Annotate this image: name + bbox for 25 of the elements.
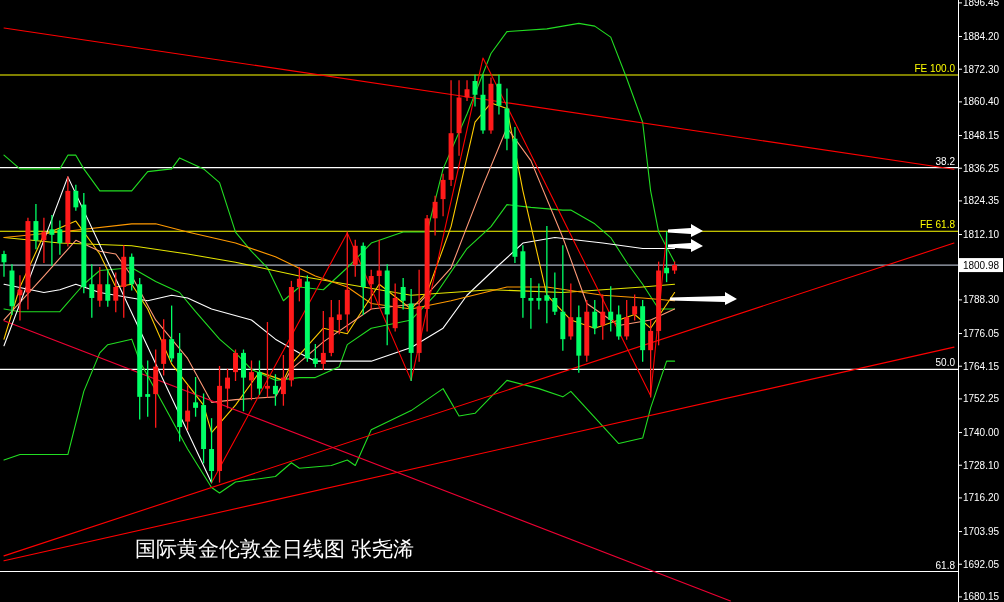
y-tick-label: 1776.05	[962, 328, 1000, 340]
y-tick-label: 1884.20	[962, 31, 1000, 43]
y-tick-label: 1872.30	[962, 63, 1000, 75]
annotation: 50.0	[935, 357, 956, 369]
y-tick-label: 1800.98	[962, 259, 1000, 271]
y-tick-label: 1703.95	[962, 526, 1000, 538]
y-tick-label: 1764.15	[962, 360, 1000, 372]
y-tick-label: 1716.20	[962, 492, 1000, 504]
y-tick-label: 1896.45	[962, 0, 1000, 9]
ref-line-label: FE 100.0	[914, 62, 956, 74]
y-tick-label: 1692.05	[962, 558, 1000, 570]
y-tick-label: 1824.35	[962, 195, 1000, 207]
y-tick-label: 1848.15	[962, 130, 1000, 142]
annotation: 国际黄金伦敦金日线图 张尧浠	[135, 537, 414, 560]
y-tick-label: 1836.25	[962, 162, 1000, 174]
annotation: 38.2	[935, 155, 956, 167]
y-tick-label: 1812.10	[962, 229, 1000, 241]
y-tick-label: 1752.25	[962, 393, 1000, 405]
y-tick-label: 1788.30	[962, 294, 1000, 306]
ref-line-label: FE 61.8	[919, 219, 956, 231]
y-tick-label: 1860.40	[962, 96, 1000, 108]
y-tick-label: 1728.10	[962, 459, 1000, 471]
y-tick-label: 1680.15	[962, 591, 1000, 602]
annotation: 61.8	[935, 559, 956, 571]
y-tick-label: 1740.00	[962, 427, 1000, 439]
